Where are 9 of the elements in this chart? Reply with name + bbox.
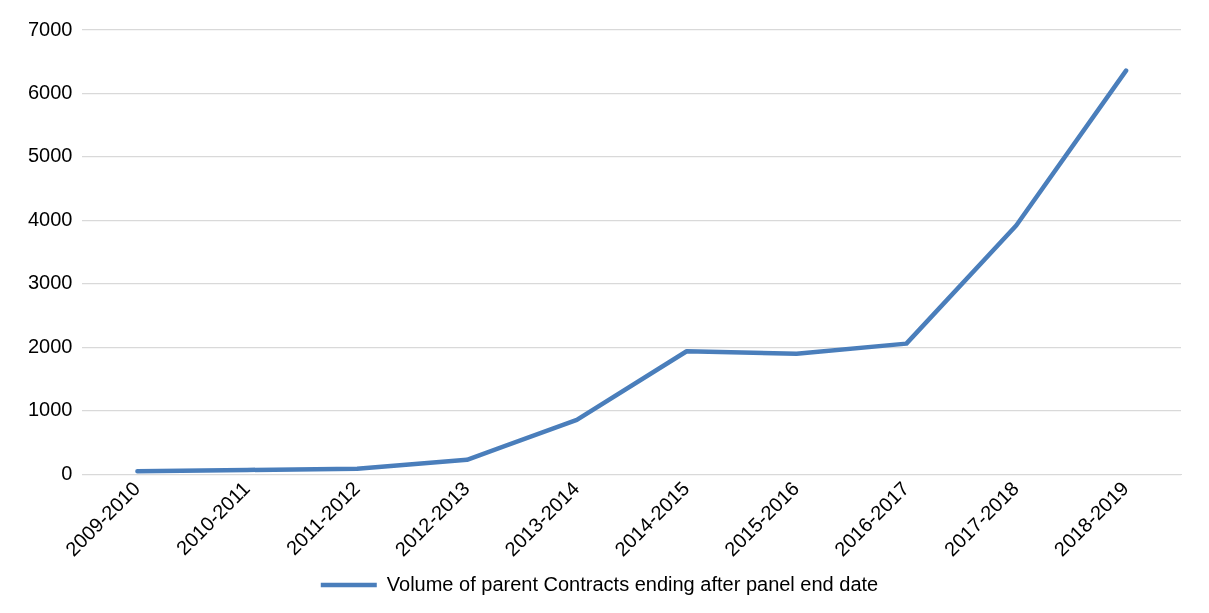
y-tick-label: 3000: [27, 271, 73, 294]
y-tick-label: 7000: [27, 17, 73, 40]
y-tick-label: 6000: [27, 81, 73, 103]
y-tick-label: 1000: [27, 398, 73, 421]
legend-label: Volume of parent Contracts ending after panel end date: [386, 572, 879, 595]
y-tick-label: 0: [61, 461, 73, 484]
y-tick-label: 2000: [27, 334, 73, 357]
y-tick-label: 4000: [27, 207, 73, 230]
y-tick-label: 5000: [27, 144, 73, 167]
